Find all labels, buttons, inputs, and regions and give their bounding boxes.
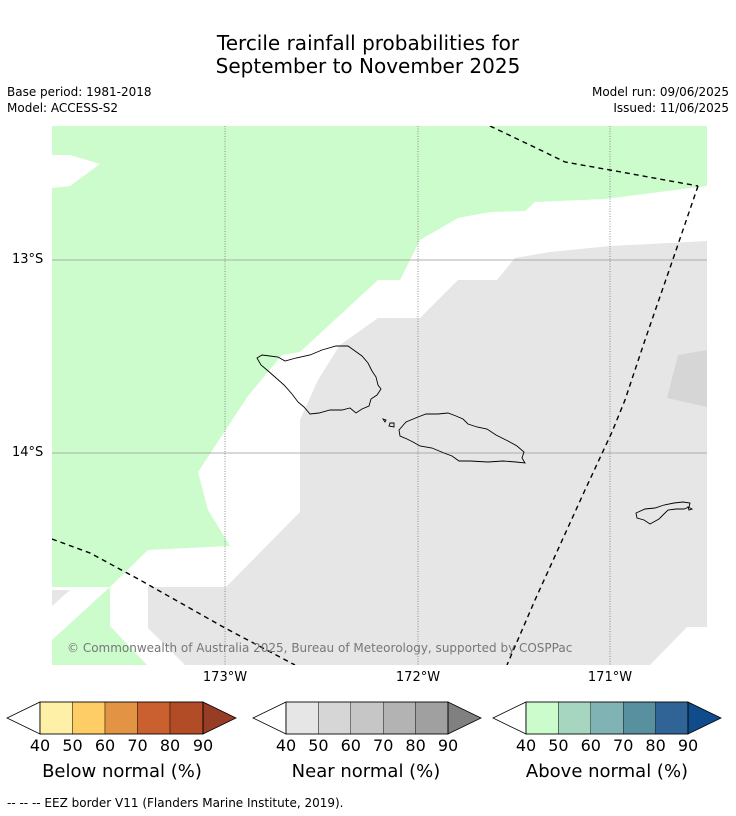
colorbar-near-tick: 90 (437, 736, 459, 755)
map-copyright: © Commonwealth of Australia 2025, Bureau… (67, 641, 573, 655)
above-normal-40-50-region (52, 126, 707, 587)
colorbar-near-normal (252, 701, 482, 735)
colorbar-below-title: Below normal (%) (42, 761, 202, 782)
colorbar-near-tick: 50 (308, 736, 329, 755)
issued-date: Issued: 11/06/2025 (613, 101, 729, 115)
colorbar-below-tick: 40 (29, 736, 51, 755)
lon-label-173w: 173°W (202, 670, 248, 685)
tutuila-island (635, 501, 694, 525)
chart-title-line1: Tercile rainfall probabilities for (216, 31, 520, 55)
colorbar-above-tick: 80 (645, 736, 666, 755)
eez-border-east (506, 185, 699, 665)
near-normal-50-60-region (667, 350, 707, 407)
colorbar-below-tick: 50 (62, 736, 83, 755)
lon-label-172w: 172°W (395, 670, 441, 685)
manono-apolima-islets (381, 418, 395, 428)
base-period: Base period: 1981-2018 (7, 85, 152, 99)
lat-label-13s: 13°S (12, 252, 44, 267)
lon-label-171w: 171°W (587, 670, 633, 685)
upolu-island (398, 412, 526, 464)
lat-label-14s: 14°S (12, 445, 44, 460)
map-plot-area (52, 126, 707, 665)
colorbar-above-title: Above normal (%) (525, 761, 689, 782)
colorbar-near-tick: 60 (340, 736, 361, 755)
colorbar-near-tick: 40 (275, 736, 297, 755)
model-run: Model run: 09/06/2025 (591, 85, 729, 99)
eez-footnote: -- -- -- EEZ border V11 (Flanders Marine… (7, 796, 344, 810)
above-normal-40-50-region-south (52, 587, 147, 665)
colorbar-near-tick: 70 (373, 736, 394, 755)
colorbar-above-tick: 70 (613, 736, 634, 755)
colorbar-above-tick: 40 (515, 736, 537, 755)
colorbar-below-tick: 80 (159, 736, 181, 755)
colorbar-above-tick: 50 (548, 736, 569, 755)
savaii-island (256, 345, 382, 415)
model-name: Model: ACCESS-S2 (7, 101, 119, 115)
near-normal-40-50-region-sw (52, 590, 70, 606)
colorbar-below-tick: 70 (127, 736, 148, 755)
colorbar-near-tick: 80 (405, 736, 426, 755)
colorbar-above-tick: 90 (677, 736, 699, 755)
colorbar-below-tick: 60 (94, 736, 116, 755)
colorbar-above-normal (492, 701, 722, 735)
colorbar-near-title: Near normal (%) (291, 761, 441, 782)
eez-border-north (489, 126, 699, 187)
colorbar-below-normal (6, 701, 237, 735)
colorbar-above-tick: 60 (580, 736, 601, 755)
colorbar-below-tick: 90 (192, 736, 214, 755)
chart-title-line2: September to November 2025 (215, 54, 521, 78)
